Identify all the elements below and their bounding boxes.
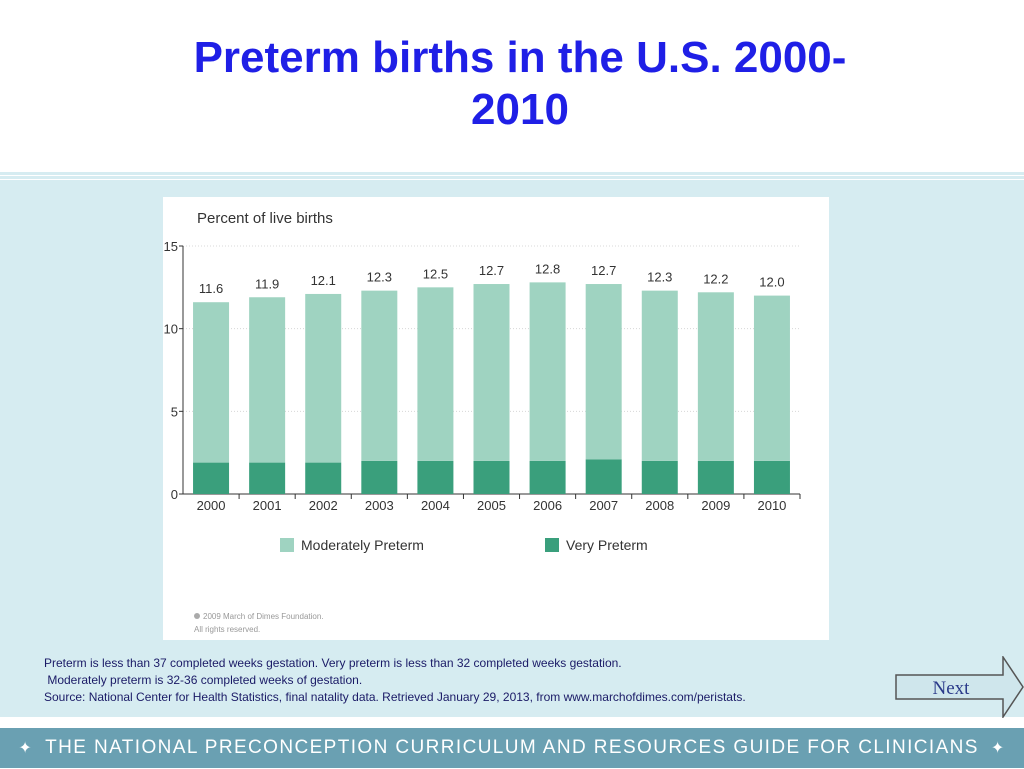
chart-title: Percent of live births: [197, 210, 333, 227]
data-label: 12.5: [423, 266, 448, 281]
data-label: 12.3: [367, 270, 392, 285]
bar-moderately-preterm: [697, 292, 734, 461]
data-label: 12.0: [759, 275, 784, 290]
bar-very-preterm: [473, 460, 510, 494]
bar-moderately-preterm: [249, 297, 286, 463]
next-button[interactable]: Next: [895, 654, 1024, 720]
x-tick-label: 2008: [645, 498, 674, 513]
x-tick-label: 2010: [757, 498, 786, 513]
slide-title-line2: 2010: [471, 85, 569, 134]
next-arrow-icon: Next: [895, 654, 1024, 720]
x-tick-label: 2006: [533, 498, 562, 513]
x-tick-label: 2000: [197, 498, 226, 513]
panel-stripe: [0, 175, 1024, 176]
x-tick-label: 2003: [365, 498, 394, 513]
bar-chart: Percent of live births 0 5 10 15 11.6 2000 11.9…: [164, 210, 801, 634]
bar-moderately-preterm: [361, 290, 398, 461]
data-label: 11.6: [199, 281, 223, 296]
bar-very-preterm: [753, 460, 790, 494]
bar-very-preterm: [529, 460, 566, 494]
footnotes: Preterm is less than 37 completed weeks …: [44, 655, 894, 706]
march-of-dimes-logo-icon: [194, 613, 200, 619]
slide-title-line1: Preterm births in the U.S. 2000-: [193, 33, 847, 82]
bar-moderately-preterm: [193, 302, 230, 463]
diamond-icon: ✦: [990, 740, 1006, 757]
diamond-icon: ✦: [18, 740, 34, 757]
panel-stripe: [0, 179, 1024, 180]
legend-label-moderately-preterm: Moderately Preterm: [301, 537, 424, 553]
data-label: 12.7: [591, 263, 616, 278]
data-label: 12.7: [479, 263, 504, 278]
bar-very-preterm: [193, 462, 230, 494]
x-tick-label: 2007: [589, 498, 618, 513]
bar-very-preterm: [585, 459, 622, 494]
x-tick-label: 2001: [253, 498, 282, 513]
slide-title: Preterm births in the U.S. 2000- 2010: [100, 32, 940, 136]
y-tick-label: 15: [164, 239, 178, 254]
data-label: 12.8: [535, 261, 560, 276]
data-label: 12.2: [703, 271, 728, 286]
footer-bar: ✦ THE NATIONAL PRECONCEPTION CURRICULUM A…: [0, 728, 1024, 768]
bar-very-preterm: [361, 460, 398, 494]
footnote-definition: Preterm is less than 37 completed weeks …: [44, 656, 622, 670]
bar-very-preterm: [249, 462, 286, 494]
bar-very-preterm: [641, 460, 678, 494]
copyright-line1: 2009 March of Dimes Foundation.: [203, 612, 324, 621]
x-tick-label: 2005: [477, 498, 506, 513]
footer-title: THE NATIONAL PRECONCEPTION CURRICULUM AN…: [45, 737, 979, 758]
bar-moderately-preterm: [641, 290, 678, 461]
legend-label-very-preterm: Very Preterm: [566, 537, 648, 553]
bar-very-preterm: [417, 460, 454, 494]
bar-very-preterm: [697, 460, 734, 494]
copyright-line2: All rights reserved.: [194, 625, 260, 634]
bar-moderately-preterm: [585, 284, 622, 460]
y-tick-label: 10: [164, 322, 178, 337]
data-label: 11.9: [255, 276, 279, 291]
x-tick-label: 2009: [701, 498, 730, 513]
legend-swatch-moderately-preterm: [280, 538, 294, 552]
next-button-label: Next: [933, 678, 971, 699]
y-tick-label: 5: [171, 404, 178, 419]
bar-moderately-preterm: [473, 284, 510, 461]
bar-moderately-preterm: [529, 282, 566, 461]
x-tick-label: 2002: [309, 498, 338, 513]
footnote-source: Source: National Center for Health Stati…: [44, 690, 746, 704]
footnote-moderate: Moderately preterm is 32-36 completed we…: [44, 673, 363, 687]
chart-frame: Percent of live births 0 5 10 15 11.6 2000 11.9…: [163, 197, 829, 640]
x-tick-label: 2004: [421, 498, 450, 513]
bar-moderately-preterm: [305, 293, 342, 463]
bar-moderately-preterm: [417, 287, 454, 461]
data-label: 12.3: [647, 270, 672, 285]
data-label: 12.1: [311, 273, 336, 288]
bar-moderately-preterm: [753, 295, 790, 461]
legend-swatch-very-preterm: [545, 538, 559, 552]
bar-very-preterm: [305, 462, 342, 494]
y-tick-label: 0: [171, 487, 178, 502]
footer-banner: ✦ THE NATIONAL PRECONCEPTION CURRICULUM A…: [0, 728, 1024, 768]
